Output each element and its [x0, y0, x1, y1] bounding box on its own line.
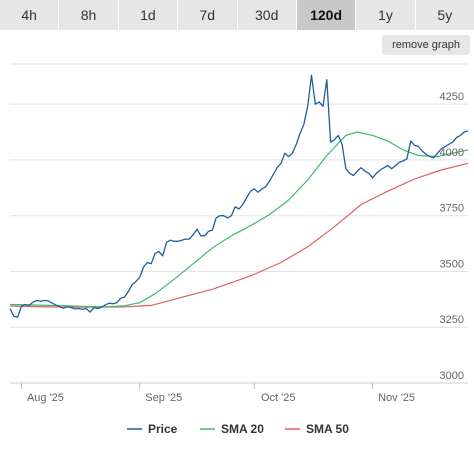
y-tick-label: 3000 — [440, 370, 464, 382]
y-tick-label: 3750 — [440, 203, 464, 215]
series-line-price — [9, 74, 469, 318]
tab-30d[interactable]: 30d — [237, 0, 297, 30]
series-line-sma-20 — [9, 131, 469, 308]
x-tick-label: Oct '25 — [261, 392, 296, 404]
legend-label: Price — [148, 422, 178, 436]
y-tick-label: 3250 — [440, 314, 464, 326]
x-tick-label: Aug '25 — [27, 392, 64, 404]
grid-lines — [10, 63, 468, 384]
series-layer — [9, 74, 469, 318]
tab-5y[interactable]: 5y — [415, 0, 474, 30]
y-tick-label: 4250 — [440, 91, 464, 103]
range-tabs: 4h 8h 1d 7d 30d 120d 1y 5y — [0, 0, 474, 30]
tab-120d[interactable]: 120d — [296, 0, 357, 30]
x-tick-label: Nov '25 — [378, 392, 415, 404]
remove-graph-button[interactable]: remove graph — [382, 35, 470, 55]
tab-4h[interactable]: 4h — [0, 0, 60, 30]
y-tick-label: 4000 — [440, 147, 464, 159]
legend-label: SMA 20 — [221, 422, 264, 436]
tab-1y[interactable]: 1y — [356, 0, 416, 30]
series-line-sma-50 — [9, 162, 469, 308]
tab-8h[interactable]: 8h — [59, 0, 119, 30]
legend-label: SMA 50 — [306, 422, 349, 436]
x-axis-ticks: Aug '25 Sep '25 Oct '25 Nov '25 — [20, 383, 415, 404]
tab-1d[interactable]: 1d — [118, 0, 179, 30]
chart-legend: Price SMA 20 SMA 50 — [127, 422, 349, 436]
tab-7d[interactable]: 7d — [178, 0, 238, 30]
y-tick-label: 3500 — [440, 258, 464, 270]
y-axis-ticks: 3000 3250 3500 3750 4000 4250 — [440, 91, 464, 382]
x-tick-label: Sep '25 — [145, 392, 182, 404]
